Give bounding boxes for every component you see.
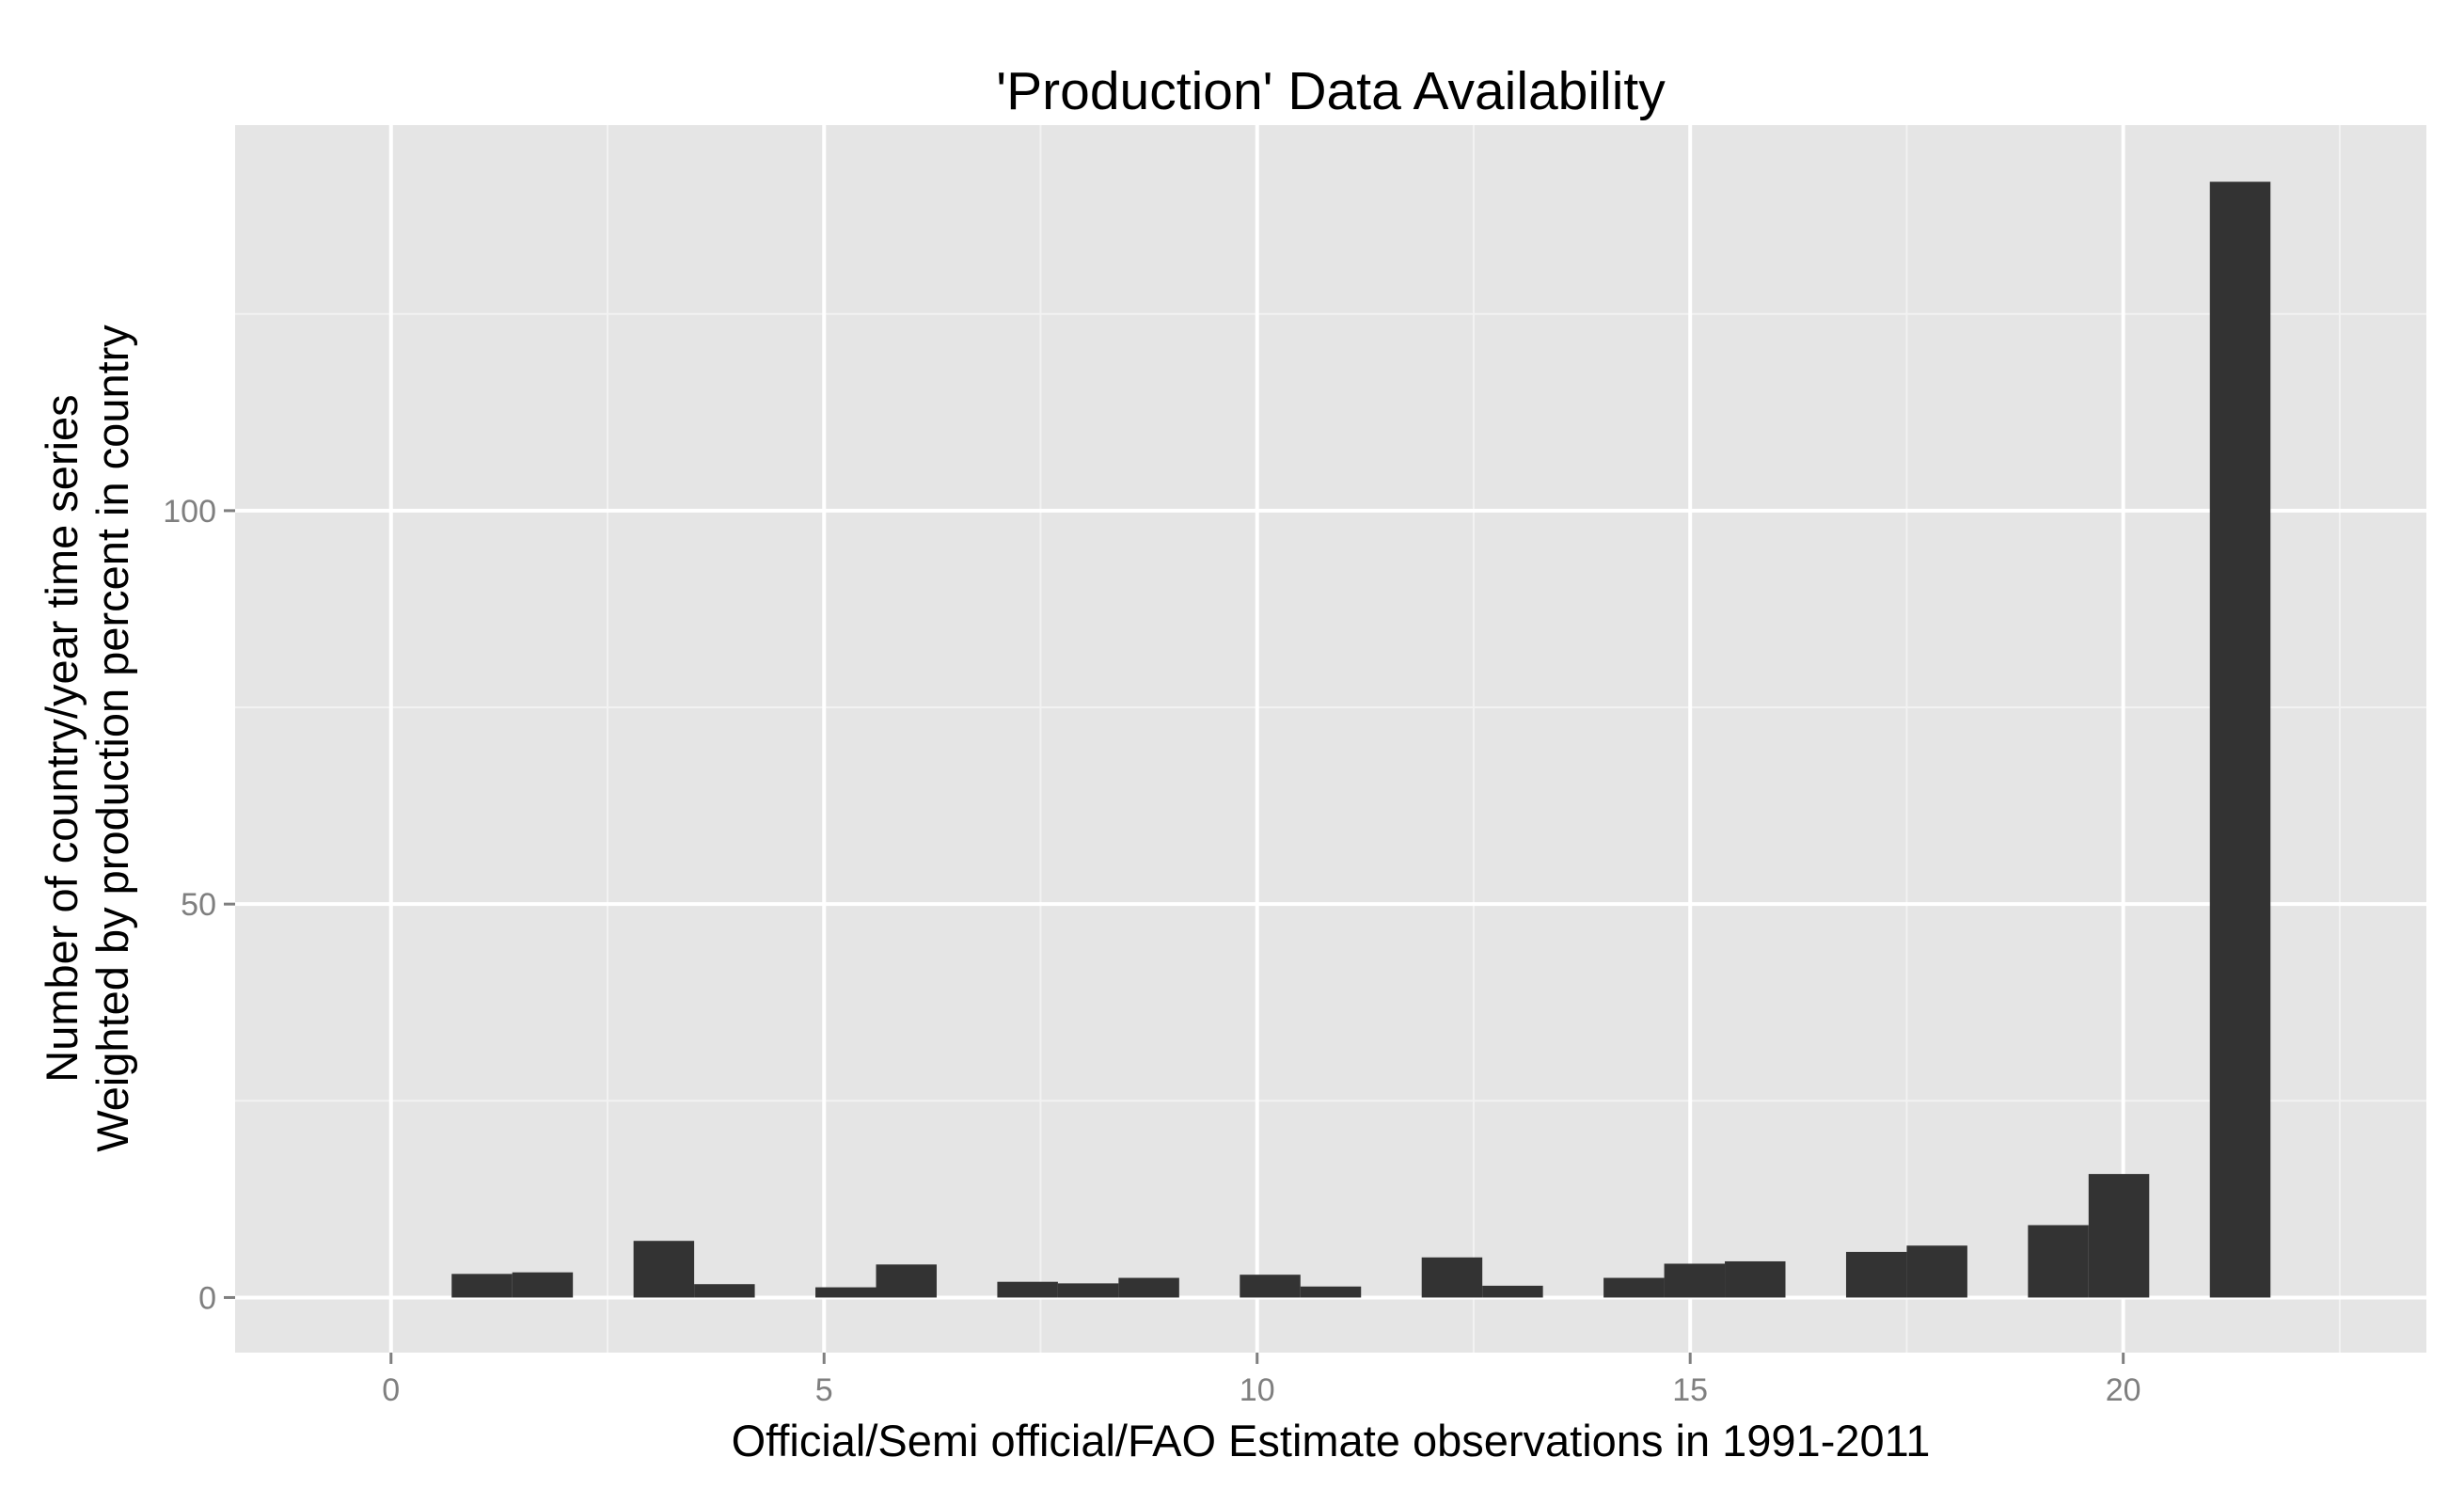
histogram-bar <box>1906 1245 1967 1298</box>
y-axis-label: Number of country/year time series Weigh… <box>37 325 137 1152</box>
histogram-bar <box>997 1281 1058 1298</box>
x-tick-label: 10 <box>1240 1372 1275 1408</box>
histogram-bar <box>1845 1251 1907 1298</box>
histogram-bar <box>1421 1257 1483 1298</box>
histogram-bar <box>1118 1277 1179 1298</box>
histogram-bar <box>2088 1174 2150 1298</box>
histogram-bar <box>2209 182 2271 1298</box>
histogram-bar <box>512 1272 574 1298</box>
y-tick-label: 100 <box>163 494 216 530</box>
histogram-bar <box>1482 1285 1543 1298</box>
y-axis-label-line-1: Number of country/year time series <box>37 394 87 1082</box>
histogram-bar <box>451 1274 513 1298</box>
histogram-bar <box>876 1264 937 1298</box>
x-tick-label: 15 <box>1672 1372 1708 1408</box>
x-axis-label: Official/Semi official/FAO Estimate obse… <box>732 1416 1931 1465</box>
histogram-bar <box>1603 1277 1665 1298</box>
histogram-bar <box>1240 1275 1301 1298</box>
x-tick-label: 20 <box>2106 1372 2141 1408</box>
y-tick-label: 0 <box>198 1280 216 1316</box>
y-axis-ticks: 0 50 100 <box>163 494 235 1316</box>
histogram-bar <box>633 1241 695 1298</box>
histogram-bar <box>1300 1286 1362 1298</box>
x-tick-label: 0 <box>382 1372 400 1408</box>
y-axis-label-line-2: Weighted by production percent in countr… <box>87 325 137 1152</box>
x-tick-label: 5 <box>815 1372 833 1408</box>
histogram-bar <box>1057 1283 1119 1298</box>
y-tick-label: 50 <box>181 887 216 923</box>
x-axis-ticks: 0 5 10 15 20 <box>382 1353 2141 1408</box>
bars <box>451 182 2271 1298</box>
plot-panel <box>235 125 2426 1353</box>
chart-title: 'Production' Data Availability <box>996 61 1666 121</box>
minor-gridlines <box>235 125 2426 1353</box>
histogram-bar <box>2028 1225 2089 1298</box>
histogram-bar <box>1725 1260 1786 1298</box>
histogram-bar <box>1664 1263 1726 1298</box>
histogram-bar <box>815 1287 877 1298</box>
histogram-bar <box>694 1284 755 1298</box>
